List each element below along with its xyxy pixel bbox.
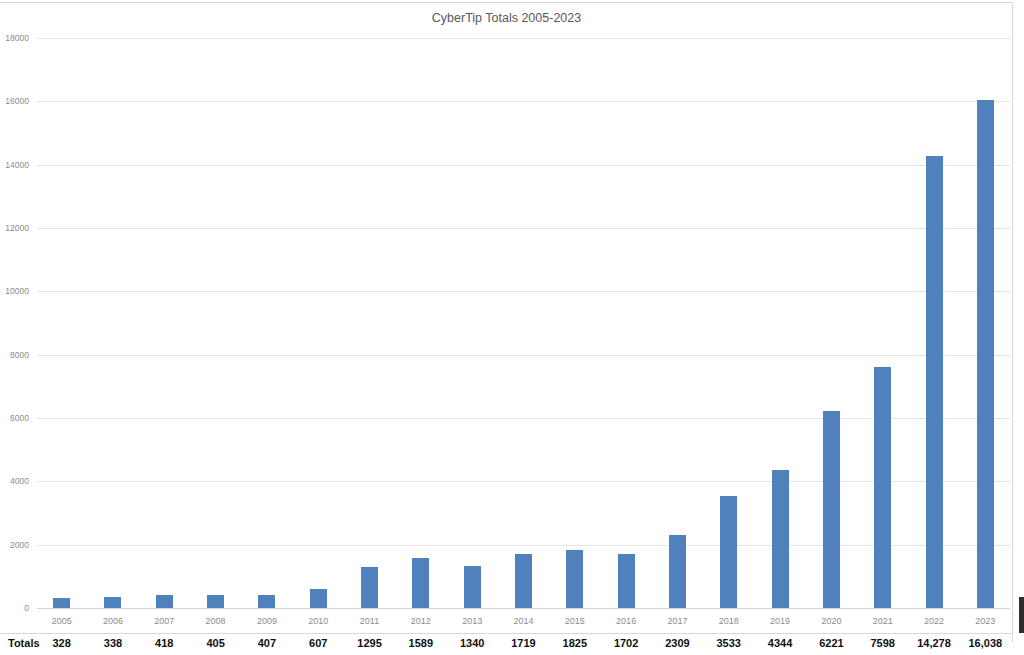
x-axis-tick-label: 2020 <box>805 615 857 627</box>
bar-2023 <box>977 100 994 608</box>
y-axis-tick-label: 16000 <box>0 97 29 106</box>
bar-2011 <box>361 567 378 608</box>
y-axis-tick-label: 10000 <box>0 287 29 296</box>
gridline <box>37 228 1010 229</box>
y-axis-tick-label: 4000 <box>0 477 29 486</box>
bar-2005 <box>53 598 70 608</box>
y-axis-tick-label: 2000 <box>0 541 29 550</box>
bar-2006 <box>104 597 121 608</box>
bar-2020 <box>823 411 840 608</box>
y-axis-tick-label: 14000 <box>0 161 29 170</box>
gridline <box>37 355 1010 356</box>
x-axis-tick-label: 2018 <box>703 615 755 627</box>
x-axis-tick-label: 2015 <box>549 615 601 627</box>
bar-2010 <box>310 589 327 608</box>
gridline <box>37 545 1010 546</box>
gridline <box>37 291 1010 292</box>
x-axis-tick-label: 2011 <box>344 615 396 627</box>
bar-2018 <box>720 496 737 608</box>
bar-2007 <box>156 595 173 608</box>
data-table-row-label: Totals <box>8 637 40 649</box>
bar-2014 <box>515 554 532 608</box>
bar-2021 <box>874 367 891 608</box>
gridline <box>37 101 1010 102</box>
y-axis-tick-label: 18000 <box>0 34 29 43</box>
bar-2016 <box>618 554 635 608</box>
y-axis-tick-label: 12000 <box>0 224 29 233</box>
x-axis-line <box>37 608 1010 609</box>
bar-2015 <box>566 550 583 608</box>
x-axis-tick-label: 2005 <box>36 615 88 627</box>
x-axis-tick-label: 2019 <box>754 615 806 627</box>
bar-2022 <box>926 156 943 608</box>
data-table-divider <box>0 633 1013 634</box>
y-axis-tick-label: 6000 <box>0 414 29 423</box>
chart-border <box>0 2 1013 642</box>
x-axis-tick-label: 2013 <box>446 615 498 627</box>
x-axis-tick-label: 2006 <box>87 615 139 627</box>
y-axis-tick-label: 8000 <box>0 351 29 360</box>
bar-2012 <box>412 558 429 608</box>
gridline <box>37 38 1010 39</box>
scrollbar-thumb[interactable] <box>1019 597 1024 633</box>
x-axis-tick-label: 2022 <box>908 615 960 627</box>
x-axis-tick-label: 2007 <box>138 615 190 627</box>
data-table-value: 16,038 <box>955 637 1015 649</box>
bar-2009 <box>258 595 275 608</box>
x-axis-tick-label: 2021 <box>857 615 909 627</box>
x-axis-tick-label: 2017 <box>651 615 703 627</box>
x-axis-tick-label: 2016 <box>600 615 652 627</box>
x-axis-tick-label: 2009 <box>241 615 293 627</box>
gridline <box>37 481 1010 482</box>
bar-2019 <box>772 470 789 608</box>
gridline <box>37 418 1010 419</box>
y-axis-tick-label: 0 <box>0 604 29 613</box>
x-axis-tick-label: 2008 <box>190 615 242 627</box>
bar-2017 <box>669 535 686 608</box>
x-axis-tick-label: 2014 <box>498 615 550 627</box>
bar-2013 <box>464 566 481 608</box>
bar-2008 <box>207 595 224 608</box>
x-axis-tick-label: 2023 <box>959 615 1011 627</box>
x-axis-tick-label: 2010 <box>292 615 344 627</box>
chart-title: CyberTip Totals 2005-2023 <box>0 11 1013 25</box>
gridline <box>37 165 1010 166</box>
x-axis-tick-label: 2012 <box>395 615 447 627</box>
